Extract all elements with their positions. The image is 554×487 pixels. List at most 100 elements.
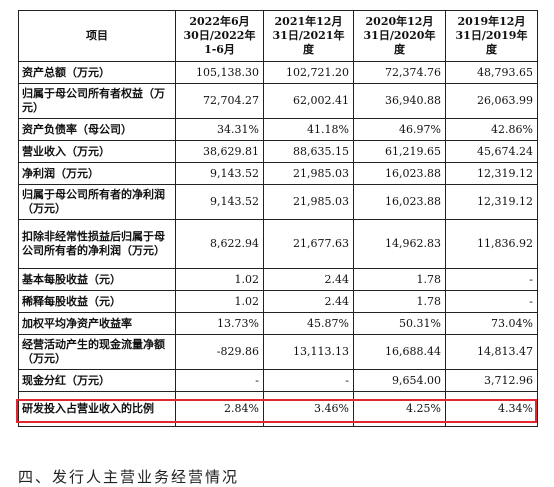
header-2019-line2: 31日/2019年: [455, 29, 528, 42]
row-label: 研发投入占营业收入的比例: [18, 391, 176, 427]
header-item: 项目: [18, 10, 176, 62]
row-label: 基本每股收益（元）: [18, 268, 176, 291]
cell-value: 1.02: [175, 268, 264, 291]
table-row-revenue: 营业收入（万元） 38,629.81 88,635.15 61,219.65 4…: [18, 140, 538, 163]
header-2021-line1: 2021年12月: [274, 15, 343, 28]
cell-value: 16,023.88: [353, 184, 446, 220]
row-label: 营业收入（万元）: [18, 140, 176, 163]
cell-value: 9,654.00: [353, 369, 446, 392]
row-label: 扣除非经常性损益后归属于母公司所有者的净利润（万元）: [18, 219, 176, 269]
cell-value: 88,635.15: [263, 140, 354, 163]
cell-value: 105,138.30: [175, 61, 264, 84]
table-row-total-assets: 资产总额（万元） 105,138.30 102,721.20 72,374.76…: [18, 61, 538, 84]
cell-value: 41.18%: [263, 118, 354, 141]
cell-value: 2.44: [263, 290, 354, 313]
row-label: 加权平均净资产收益率: [18, 312, 176, 335]
header-2020-line2: 31日/2020年: [363, 29, 436, 42]
row-label: 归属于母公司所有者权益（万元）: [18, 83, 176, 119]
cell-value: -829.86: [175, 334, 264, 370]
cell-value: 12,319.12: [445, 184, 538, 220]
table-row-basic-eps: 基本每股收益（元） 1.02 2.44 1.78 -: [18, 268, 538, 291]
cell-value: 4.34%: [445, 391, 538, 427]
cell-value: 3,712.96: [445, 369, 538, 392]
cell-value: 46.97%: [353, 118, 446, 141]
header-2019: 2019年12月 31日/2019年 度: [445, 10, 538, 62]
header-2019-line3: 度: [486, 43, 497, 56]
cell-value: 14,962.83: [353, 219, 446, 269]
cell-value: -: [445, 268, 538, 291]
cell-value: 13,113.13: [263, 334, 354, 370]
cell-value: 1.02: [175, 290, 264, 313]
cell-value: 1.78: [353, 290, 446, 313]
cell-value: 2.44: [263, 268, 354, 291]
header-2021-line2: 31日/2021年: [272, 29, 345, 42]
cell-value: 9,143.52: [175, 162, 264, 185]
section-heading-partial: 四、发行人主营业务经营情况: [18, 468, 240, 486]
cell-value: 42.86%: [445, 118, 538, 141]
cell-value: 13.73%: [175, 312, 264, 335]
header-2022h1: 2022年6月 30日/2022年 1-6月: [175, 10, 264, 62]
cell-value: 21,985.03: [263, 184, 354, 220]
header-2019-line1: 2019年12月: [457, 15, 526, 28]
cell-value: 1.78: [353, 268, 446, 291]
cell-value: 3.46%: [263, 391, 354, 427]
table-row-cash-dividend: 现金分红（万元） - - 9,654.00 3,712.96: [18, 369, 538, 392]
cell-value: 12,319.12: [445, 162, 538, 185]
cell-value: 102,721.20: [263, 61, 354, 84]
cell-value: 48,793.65: [445, 61, 538, 84]
cell-value: -: [445, 290, 538, 313]
table-row-equity: 归属于母公司所有者权益（万元） 72,704.27 62,002.41 36,9…: [18, 83, 538, 119]
table-row-adjusted-net-profit: 扣除非经常性损益后归属于母公司所有者的净利润（万元） 8,622.94 21,6…: [18, 219, 538, 269]
table-row-operating-cash-flow: 经营活动产生的现金流量净额（万元） -829.86 13,113.13 16,6…: [18, 334, 538, 370]
cell-value: 45.87%: [263, 312, 354, 335]
table-row-parent-net-profit: 归属于母公司所有者的净利润（万元） 9,143.52 21,985.03 16,…: [18, 184, 538, 220]
cell-value: 16,023.88: [353, 162, 446, 185]
cell-value: 4.25%: [353, 391, 446, 427]
header-2022h1-line1: 2022年6月: [189, 15, 250, 28]
cell-value: 21,985.03: [263, 162, 354, 185]
table-row-debt-ratio: 资产负债率（母公司） 34.31% 41.18% 46.97% 42.86%: [18, 118, 538, 141]
header-2020: 2020年12月 31日/2020年 度: [353, 10, 446, 62]
cell-value: -: [175, 369, 264, 392]
row-label: 稀释每股收益（元）: [18, 290, 176, 313]
cell-value: 73.04%: [445, 312, 538, 335]
row-label: 净利润（万元）: [18, 162, 176, 185]
cell-value: 8,622.94: [175, 219, 264, 269]
cell-value: 45,674.24: [445, 140, 538, 163]
table-row-diluted-eps: 稀释每股收益（元） 1.02 2.44 1.78 -: [18, 290, 538, 313]
cell-value: 34.31%: [175, 118, 264, 141]
cell-value: 61,219.65: [353, 140, 446, 163]
cell-value: 72,704.27: [175, 83, 264, 119]
header-2022h1-line3: 1-6月: [204, 43, 235, 56]
financial-table-container: 项目 2022年6月 30日/2022年 1-6月 2021年12月 31日/2…: [16, 10, 538, 427]
cell-value: 26,063.99: [445, 83, 538, 119]
table-header-row: 项目 2022年6月 30日/2022年 1-6月 2021年12月 31日/2…: [18, 10, 538, 62]
cell-value: 16,688.44: [353, 334, 446, 370]
cell-value: 62,002.41: [263, 83, 354, 119]
header-2022h1-line2: 30日/2022年: [183, 29, 256, 42]
row-label: 现金分红（万元）: [18, 369, 176, 392]
table-row-roe: 加权平均净资产收益率 13.73% 45.87% 50.31% 73.04%: [18, 312, 538, 335]
financial-data-table: 项目 2022年6月 30日/2022年 1-6月 2021年12月 31日/2…: [18, 10, 538, 427]
cell-value: 14,813.47: [445, 334, 538, 370]
cell-value: 72,374.76: [353, 61, 446, 84]
row-label: 资产负债率（母公司）: [18, 118, 176, 141]
header-2021-line3: 度: [303, 43, 314, 56]
cell-value: 36,940.88: [353, 83, 446, 119]
cell-value: 11,836.92: [445, 219, 538, 269]
cell-value: 50.31%: [353, 312, 446, 335]
cell-value: 38,629.81: [175, 140, 264, 163]
header-2021: 2021年12月 31日/2021年 度: [263, 10, 354, 62]
table-row-net-profit: 净利润（万元） 9,143.52 21,985.03 16,023.88 12,…: [18, 162, 538, 185]
header-item-label: 项目: [86, 29, 108, 42]
header-2020-line1: 2020年12月: [365, 15, 434, 28]
table-row-rd-ratio: 研发投入占营业收入的比例 2.84% 3.46% 4.25% 4.34%: [18, 391, 538, 427]
cell-value: -: [263, 369, 354, 392]
cell-value: 2.84%: [175, 391, 264, 427]
cell-value: 21,677.63: [263, 219, 354, 269]
cell-value: 9,143.52: [175, 184, 264, 220]
row-label: 经营活动产生的现金流量净额（万元）: [18, 334, 176, 370]
header-2020-line3: 度: [394, 43, 405, 56]
row-label: 归属于母公司所有者的净利润（万元）: [18, 184, 176, 220]
row-label: 资产总额（万元）: [18, 61, 176, 84]
